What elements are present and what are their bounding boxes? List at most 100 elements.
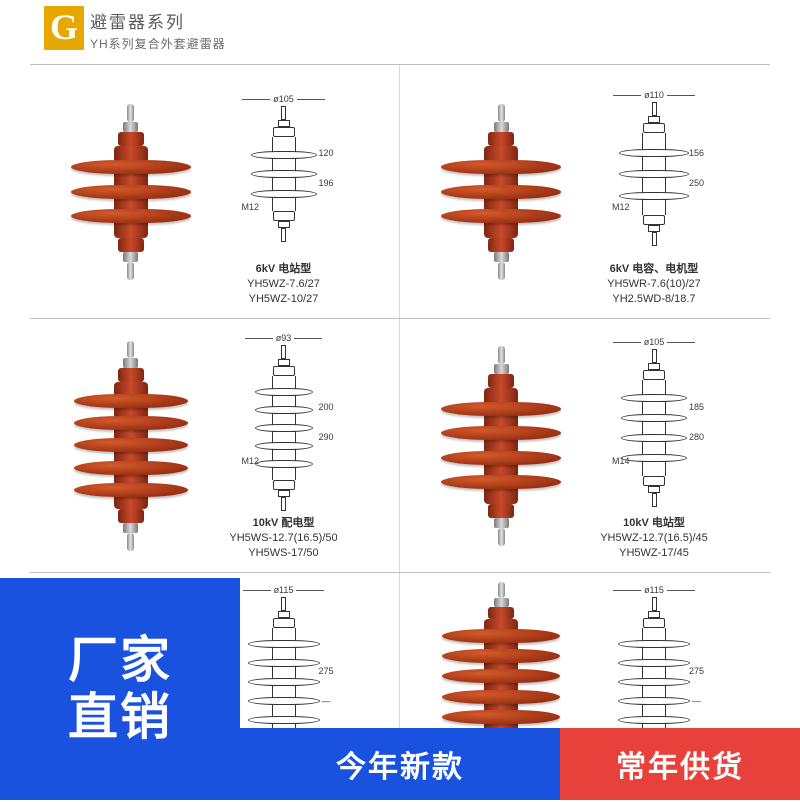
page-header: G 避雷器系列 YH系列复合外套避雷器 [30, 0, 770, 64]
tech-shed [621, 434, 687, 442]
title-cn: 避雷器系列 [90, 8, 226, 33]
arrester-shed [71, 185, 191, 199]
arrester-photo [436, 341, 566, 551]
tech-shaft-bottom [281, 497, 286, 511]
dim-thread: M12 [612, 202, 630, 212]
dim-side-value: 156 [689, 148, 704, 158]
tech-cap-bottom [273, 211, 295, 221]
arrester-shaft-top [127, 104, 134, 122]
arrester-shed [442, 629, 560, 643]
dim-thread: M12 [242, 456, 260, 466]
tech-shed [251, 170, 317, 178]
arrester-shed [74, 438, 188, 452]
dim-top: ø115 [644, 585, 664, 595]
arrester-shaft-top [498, 346, 505, 364]
tech-shed [248, 678, 320, 686]
tech-drawing: ø93200290M1210kV 配电型YH5WS-12.7(16.5)/50Y… [204, 331, 364, 561]
arrester-cap-bottom [118, 238, 144, 252]
tech-shaft-top [652, 349, 657, 363]
tech-shed [248, 716, 320, 724]
overlay-factory-direct: 厂家直销 [0, 578, 240, 800]
overlay-factory-text: 厂家直销 [68, 632, 172, 747]
tech-shed [618, 659, 690, 667]
series-mark-letter: G [50, 6, 78, 48]
caption-main: 6kV 电容、电机型 [607, 262, 701, 277]
tech-shed [618, 640, 690, 648]
arrester-shaft-bottom [127, 262, 134, 280]
product-pair: ø93200290M1210kV 配电型YH5WS-12.7(16.5)/50Y… [66, 331, 364, 561]
product-pair: ø110156250M126kV 电容、电机型YH5WR-7.6(10)/27Y… [436, 77, 734, 307]
arrester-cap-top [488, 607, 514, 620]
caption-model: YH5WZ-12.7(16.5)/45 [600, 531, 708, 546]
arrester-shaft-bottom [498, 528, 505, 546]
tech-nut-top [278, 359, 290, 366]
title-block: 避雷器系列 YH系列复合外套避雷器 [90, 8, 226, 52]
tech-drawing: ø110156250M126kV 电容、电机型YH5WR-7.6(10)/27Y… [574, 77, 734, 307]
arrester-nut-top [494, 122, 509, 132]
arrester-body [484, 388, 518, 504]
arrester-shed [442, 649, 560, 663]
tech-shed [248, 697, 320, 705]
tech-shaft-bottom [652, 232, 657, 246]
tech-cap-top [273, 127, 295, 137]
dim-side: 275— [318, 666, 333, 706]
arrester-nut-bottom [494, 518, 509, 528]
arrester-cap-top [118, 368, 144, 382]
tech-cap-top [273, 618, 295, 628]
tech-shed [255, 406, 313, 414]
arrester-shaft-bottom [498, 262, 505, 280]
tech-shed [619, 192, 689, 200]
tech-shed [255, 442, 313, 450]
arrester-photo [66, 341, 196, 551]
arrester-shed [71, 209, 191, 223]
dim-side-value: 200 [318, 402, 333, 412]
caption-model: YH5WS-17/50 [229, 546, 337, 561]
product-caption: 6kV 电站型YH5WZ-7.6/27YH5WZ-10/27 [247, 262, 320, 307]
dim-side-value: — [692, 696, 701, 706]
tech-body [642, 380, 666, 476]
arrester-nut-bottom [123, 252, 138, 262]
tech-shaft-bottom [652, 493, 657, 507]
dim-side-value: — [321, 696, 330, 706]
tech-shed [251, 190, 317, 198]
tech-shaft-bottom [281, 228, 286, 242]
tech-drawing-figure: ø105120196M12 [272, 77, 296, 260]
arrester-body [114, 382, 148, 509]
arrester-shed [74, 416, 188, 430]
tech-shed [251, 151, 317, 159]
arrester-nut-bottom [494, 252, 509, 262]
dim-side-value: 290 [318, 432, 333, 442]
tech-shed [619, 170, 689, 178]
caption-main: 10kV 电站型 [600, 516, 708, 531]
dim-side-value: 185 [689, 402, 704, 412]
tech-shed [619, 149, 689, 157]
arrester-shed [74, 394, 188, 408]
dim-top: ø93 [276, 333, 292, 343]
tech-shed [618, 678, 690, 686]
tech-nut-top [278, 120, 290, 127]
caption-model: YH5WZ-7.6/27 [247, 277, 320, 292]
tech-cap-top [643, 123, 665, 133]
tech-shed [621, 414, 687, 422]
tech-shed [255, 460, 313, 468]
overlay-new-this-year: 今年新款 [240, 728, 560, 800]
tech-shed [621, 394, 687, 402]
arrester-body [114, 146, 148, 238]
tech-nut-bottom [648, 486, 660, 493]
tech-shed [621, 454, 687, 462]
dim-side-value: 250 [689, 178, 704, 188]
caption-model: YH5WR-7.6(10)/27 [607, 277, 701, 292]
caption-main: 10kV 配电型 [229, 516, 337, 531]
dim-top: ø105 [273, 94, 294, 104]
dim-side: 275— [689, 666, 704, 706]
tech-nut-top [648, 116, 660, 123]
arrester-nut-top [123, 122, 138, 132]
tech-shed [618, 697, 690, 705]
arrester-nut-top [494, 598, 509, 607]
tech-shaft-top [281, 345, 286, 359]
arrester-shed [74, 483, 188, 497]
tech-nut-top [648, 611, 660, 618]
arrester-shed [442, 669, 560, 683]
tech-nut-top [648, 363, 660, 370]
dim-side: 200 290 [318, 402, 333, 442]
